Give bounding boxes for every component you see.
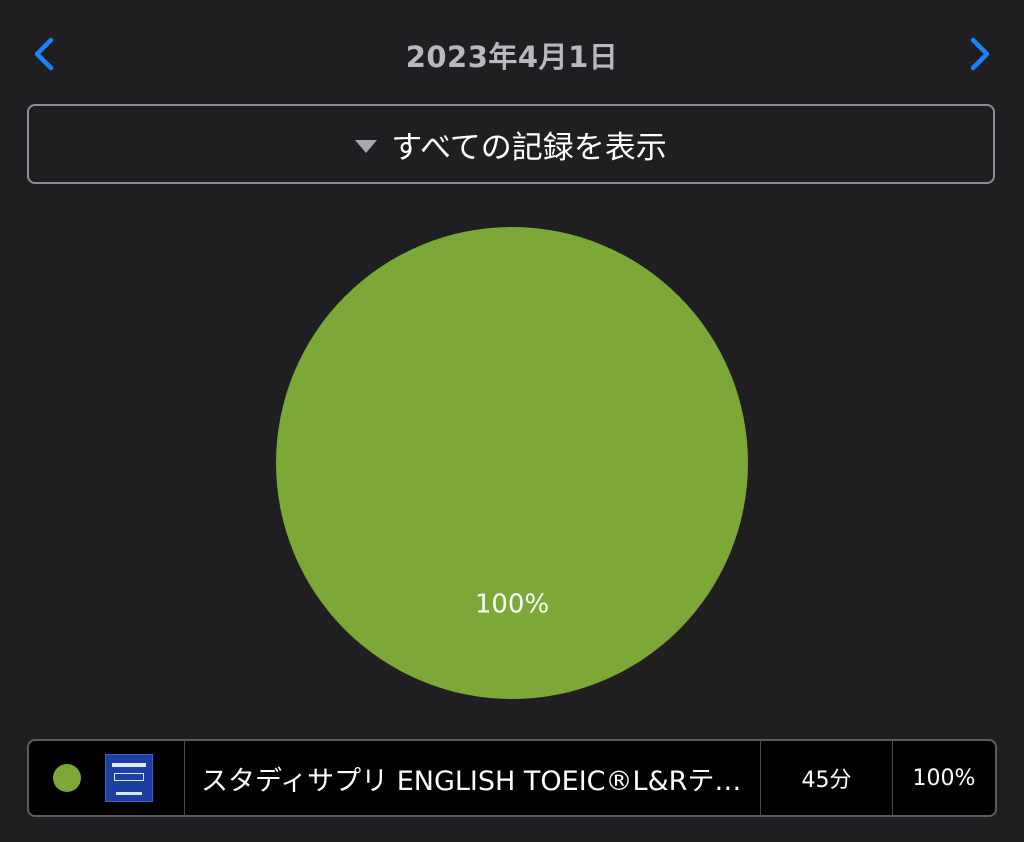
studysapuri-app-icon xyxy=(105,754,153,802)
filter-label: すべての記録を表示 xyxy=(391,129,667,166)
show-all-records-dropdown[interactable]: すべての記録を表示 xyxy=(27,104,995,184)
date-header: 2023年4月1日 xyxy=(0,0,1024,104)
pie-chart: 100% xyxy=(276,227,748,699)
legend-app-name: スタディサプリ ENGLISH TOEIC®L&Rテ… xyxy=(201,765,742,797)
previous-day-button[interactable] xyxy=(20,30,68,78)
caret-down-icon xyxy=(355,139,378,153)
chevron-left-icon xyxy=(34,37,54,71)
legend-app-name-cell: スタディサプリ ENGLISH TOEIC®L&Rテ… xyxy=(185,741,761,815)
pie-slice-0 xyxy=(276,227,748,699)
legend-color-dot xyxy=(53,764,81,792)
date-title: 2023年4月1日 xyxy=(405,40,619,74)
chevron-right-icon xyxy=(970,37,990,71)
legend-time: 45分 xyxy=(761,741,893,815)
legend-row[interactable]: スタディサプリ ENGLISH TOEIC®L&Rテ… 45分 100% xyxy=(27,739,997,817)
legend-icon-cell xyxy=(29,741,185,815)
legend-percent: 100% xyxy=(912,765,976,791)
pie-slice-label-0: 100% xyxy=(475,590,549,620)
next-day-button[interactable] xyxy=(956,30,1004,78)
